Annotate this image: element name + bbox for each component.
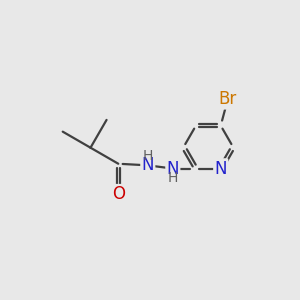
- Text: O: O: [112, 185, 125, 203]
- Text: Br: Br: [219, 90, 237, 108]
- Text: N: N: [214, 160, 227, 178]
- Text: H: H: [142, 149, 153, 163]
- Text: H: H: [168, 171, 178, 185]
- Text: N: N: [167, 160, 179, 178]
- Text: N: N: [142, 156, 154, 174]
